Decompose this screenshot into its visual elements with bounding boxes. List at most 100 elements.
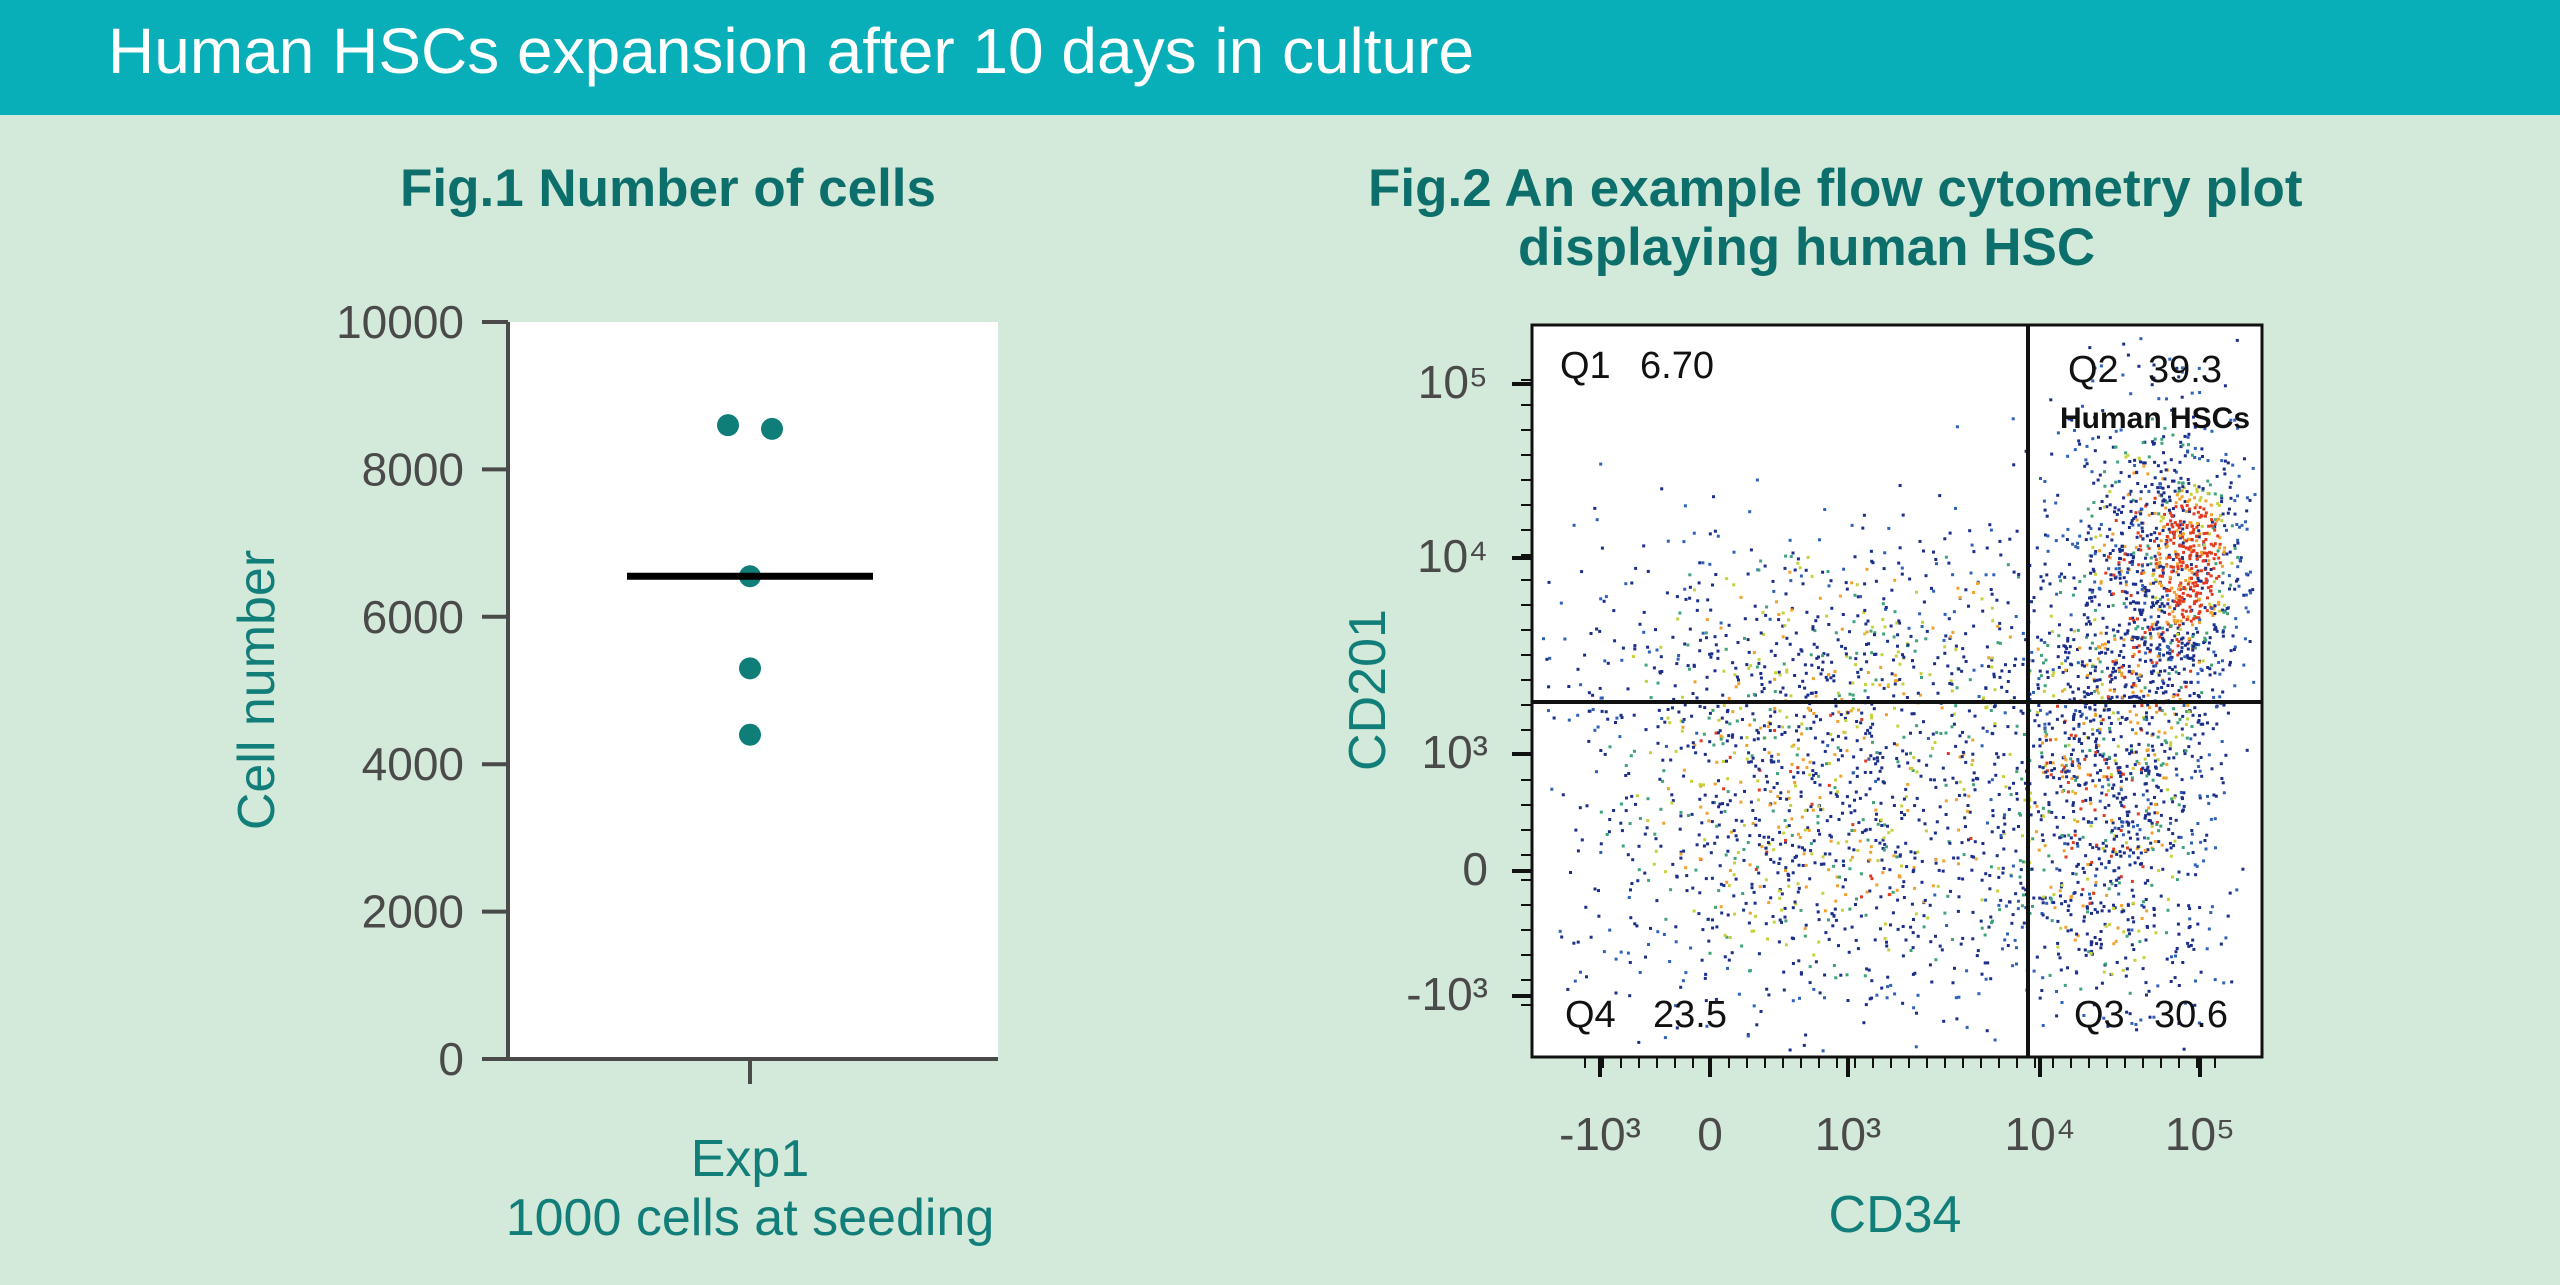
fig2-event-dot bbox=[1793, 900, 1797, 904]
fig2-event-dot bbox=[2114, 661, 2118, 665]
fig2-event-dot bbox=[2142, 571, 2146, 575]
fig2-event-dot bbox=[2082, 915, 2086, 919]
fig2-event-dot bbox=[1870, 734, 1874, 738]
fig2-event-dot bbox=[1996, 755, 2000, 759]
fig2-event-dot bbox=[2213, 522, 2217, 526]
fig2-event-dot bbox=[2131, 616, 2135, 620]
fig2-event-dot bbox=[2226, 612, 2229, 616]
fig2-event-dot bbox=[1695, 696, 1699, 700]
fig2-event-dot bbox=[1705, 618, 1709, 621]
fig2-event-dot bbox=[2088, 749, 2092, 752]
fig2-event-dot bbox=[2143, 849, 2147, 853]
fig2-event-dot bbox=[2094, 746, 2098, 750]
fig2-event-dot bbox=[2137, 929, 2141, 933]
fig2-event-dot bbox=[2155, 537, 2159, 540]
fig2-event-dot bbox=[2135, 759, 2139, 763]
fig2-event-dot bbox=[1831, 924, 1835, 928]
fig2-event-dot bbox=[2220, 500, 2224, 504]
fig2-event-dot bbox=[2184, 680, 2188, 684]
fig2-event-dot bbox=[1732, 873, 1736, 877]
fig2-event-dot bbox=[1818, 991, 1822, 995]
fig2-event-dot bbox=[1747, 650, 1751, 654]
fig2-event-dot bbox=[1777, 670, 1781, 674]
fig2-event-dot bbox=[1897, 619, 1901, 623]
fig2-event-dot bbox=[2189, 594, 2192, 598]
fig2-event-dot bbox=[2206, 721, 2209, 725]
fig2-event-dot bbox=[2021, 662, 2025, 666]
fig2-event-dot bbox=[2077, 737, 2081, 741]
fig2-event-dot bbox=[2072, 697, 2076, 701]
fig2-event-dot bbox=[1785, 715, 1789, 719]
fig2-event-dot bbox=[1723, 933, 1727, 937]
fig2-event-dot bbox=[1883, 823, 1886, 827]
fig2-event-dot bbox=[2176, 603, 2180, 607]
fig2-event-dot bbox=[2151, 748, 2155, 752]
fig2-event-dot bbox=[2197, 612, 2201, 615]
fig2-event-dot bbox=[1971, 778, 1975, 782]
fig2-event-dot bbox=[1856, 614, 1860, 618]
fig2-event-dot bbox=[2143, 686, 2147, 690]
fig2-event-dot bbox=[2228, 587, 2231, 591]
fig2-event-dot bbox=[1896, 644, 1899, 648]
fig2-event-dot bbox=[2014, 849, 2018, 853]
fig2-event-dot bbox=[1912, 712, 1916, 716]
fig2-event-dot bbox=[2153, 476, 2157, 480]
fig2-event-dot bbox=[2119, 786, 2123, 790]
fig2-event-dot bbox=[2162, 586, 2166, 590]
fig2-event-dot bbox=[2043, 480, 2047, 483]
fig2-event-dot bbox=[2125, 934, 2129, 938]
fig2-event-dot bbox=[2168, 495, 2171, 499]
fig2-event-dot bbox=[2162, 681, 2166, 685]
fig2-event-dot bbox=[1862, 1021, 1866, 1025]
fig2-event-dot bbox=[2127, 810, 2131, 814]
fig2-event-dot bbox=[2130, 943, 2134, 947]
fig2-event-dot bbox=[2177, 557, 2181, 561]
fig2-event-dot bbox=[2113, 834, 2117, 838]
fig2-event-dot bbox=[2179, 536, 2183, 540]
fig2-event-dot bbox=[2084, 754, 2088, 758]
fig2-event-dot bbox=[2136, 823, 2140, 827]
fig2-event-dot bbox=[2141, 967, 2145, 971]
fig2-event-dot bbox=[1717, 805, 1721, 809]
fig2-event-dot bbox=[1837, 818, 1841, 821]
fig2-event-dot bbox=[2111, 445, 2115, 449]
fig2-event-dot bbox=[1767, 841, 1770, 845]
fig2-event-dot bbox=[2102, 905, 2106, 908]
fig2-event-dot bbox=[1719, 626, 1723, 630]
fig2-event-dot bbox=[2059, 579, 2062, 583]
fig2-event-dot bbox=[1904, 787, 1908, 791]
fig2-event-dot bbox=[2141, 529, 2145, 533]
fig2-event-dot bbox=[2100, 500, 2104, 503]
fig2-event-dot bbox=[2066, 636, 2070, 640]
fig2-event-dot bbox=[2087, 524, 2091, 528]
fig2-event-dot bbox=[1718, 864, 1722, 868]
fig2-event-dot bbox=[1883, 625, 1887, 629]
fig2-event-dot bbox=[1998, 908, 2002, 912]
fig2-event-dot bbox=[2206, 491, 2210, 495]
fig2-event-dot bbox=[2132, 851, 2135, 855]
fig2-event-dot bbox=[2095, 685, 2099, 689]
fig1-data-point bbox=[717, 414, 739, 437]
fig2-event-dot bbox=[1735, 675, 1739, 679]
fig2-event-dot bbox=[2090, 641, 2094, 645]
fig2-event-dot bbox=[1921, 620, 1924, 624]
fig2-event-dot bbox=[2103, 646, 2107, 650]
fig2-event-dot bbox=[1716, 649, 1720, 653]
fig2-event-dot bbox=[1879, 665, 1883, 669]
fig2-event-dot bbox=[1787, 878, 1791, 882]
fig2-event-dot bbox=[1759, 559, 1763, 563]
fig2-event-dot bbox=[2137, 761, 2141, 765]
fig2-event-dot bbox=[2085, 663, 2089, 667]
fig2-event-dot bbox=[2236, 426, 2240, 430]
fig2-event-dot bbox=[1912, 868, 1916, 872]
q2-label: Q2 bbox=[2068, 349, 2119, 391]
fig2-event-dot bbox=[2140, 903, 2144, 907]
fig2-event-dot bbox=[2103, 470, 2107, 474]
fig2-event-dot bbox=[2110, 818, 2114, 822]
fig2-event-dot bbox=[2207, 753, 2211, 757]
fig2-event-dot bbox=[1702, 783, 1705, 787]
fig2-event-dot bbox=[2194, 873, 2198, 877]
fig2-event-dot bbox=[2126, 453, 2130, 457]
fig2-event-dot bbox=[2110, 593, 2114, 597]
fig2-event-dot bbox=[2181, 527, 2185, 531]
